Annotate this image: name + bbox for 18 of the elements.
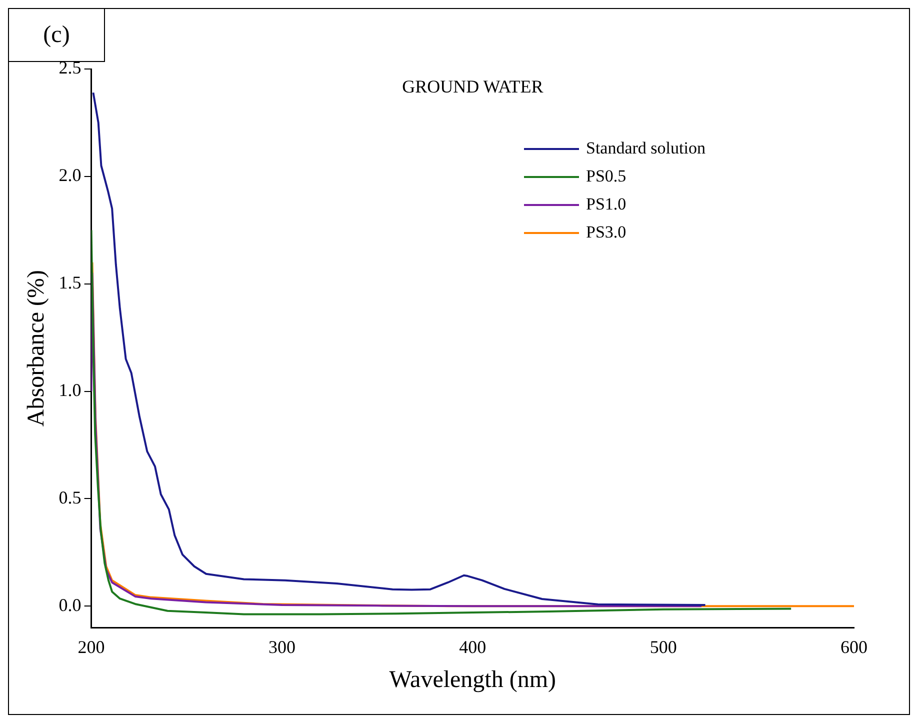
y-tick-label: 0.0 bbox=[58, 594, 82, 615]
y-tick-label: 1.0 bbox=[58, 380, 82, 400]
legend-label: PS3.0 bbox=[586, 222, 626, 242]
chart-title: GROUND WATER bbox=[402, 76, 544, 97]
x-tick-label: 300 bbox=[268, 637, 296, 658]
x-tick-label: 500 bbox=[650, 637, 677, 658]
label-frame: (c) bbox=[9, 9, 105, 62]
legend-label: PS1.0 bbox=[586, 194, 626, 214]
x-axis-title: Wavelength (nm) bbox=[389, 666, 556, 693]
x-tick-label: 400 bbox=[459, 637, 486, 658]
x-tick-label: 200 bbox=[78, 637, 105, 658]
x-tick-label: 600 bbox=[840, 637, 868, 658]
y-axis-title: Absorbance (%) bbox=[24, 270, 50, 427]
legend-label: Standard solution bbox=[586, 138, 706, 158]
y-tick-label: 2.0 bbox=[58, 165, 82, 186]
legend-label: PS0.5 bbox=[586, 166, 626, 186]
y-tick-label: 0.5 bbox=[58, 487, 82, 508]
y-tick-label: 1.5 bbox=[58, 272, 82, 293]
